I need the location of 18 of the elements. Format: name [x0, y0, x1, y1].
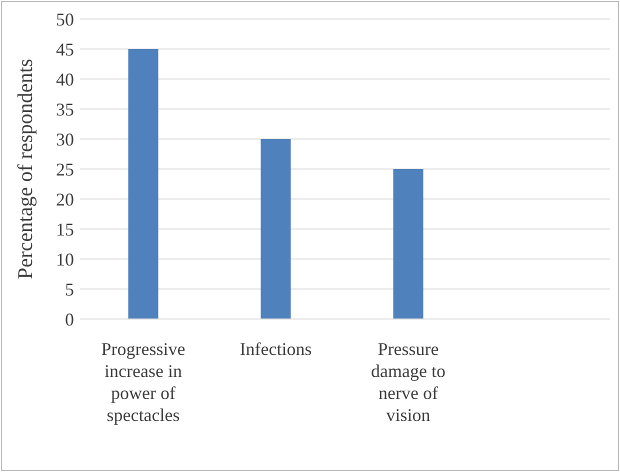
- y-tick-label: 25: [56, 159, 74, 180]
- bar: [128, 49, 158, 319]
- x-tick-label: Pressure damage to nerve of vision: [371, 339, 446, 425]
- y-tick-label: 5: [65, 279, 74, 300]
- y-tick-label: 30: [56, 129, 74, 150]
- y-axis-title: Percentage of respondents: [13, 58, 37, 280]
- bar: [393, 169, 424, 319]
- y-tick-label: 35: [56, 99, 74, 120]
- x-tick-label: Infections: [240, 339, 312, 359]
- y-tick-label: 45: [56, 39, 74, 60]
- y-tick-label: 40: [56, 69, 74, 90]
- bar: [260, 139, 291, 319]
- y-tick-label: 50: [56, 9, 74, 30]
- y-tick-label: 15: [56, 219, 74, 240]
- y-tick-label: 10: [56, 249, 74, 270]
- y-tick-label: 0: [65, 309, 74, 330]
- x-tick-label: Progressive increase in power of spectacles: [101, 339, 186, 425]
- y-tick-label: 20: [56, 189, 74, 210]
